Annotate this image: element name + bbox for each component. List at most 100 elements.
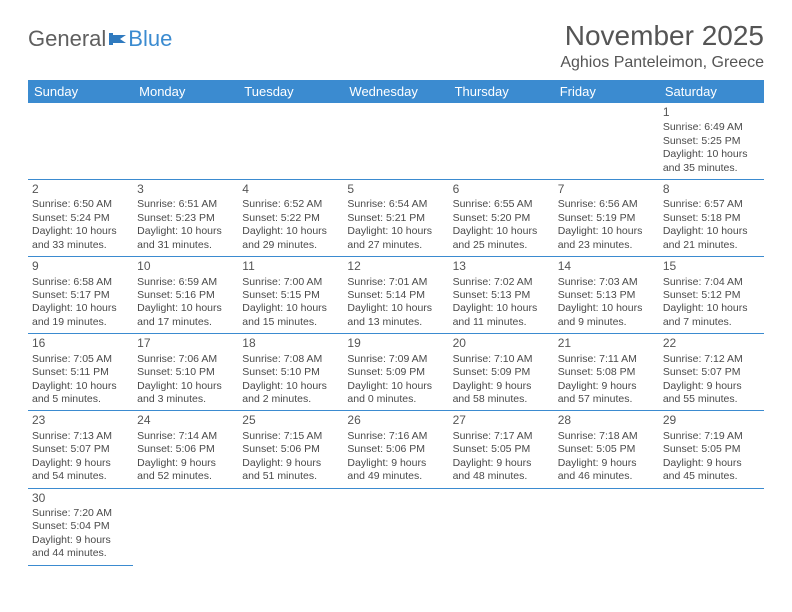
sunset-text: Sunset: 5:22 PM	[242, 212, 339, 225]
calendar-cell: 30Sunrise: 7:20 AMSunset: 5:04 PMDayligh…	[28, 488, 133, 565]
daylight-text: Daylight: 9 hours	[663, 457, 760, 470]
daylight-text: Daylight: 10 hours	[32, 302, 129, 315]
daylight-text: and 7 minutes.	[663, 316, 760, 329]
sunset-text: Sunset: 5:04 PM	[32, 520, 129, 533]
daylight-text: and 2 minutes.	[242, 393, 339, 406]
daylight-text: Daylight: 10 hours	[242, 380, 339, 393]
calendar-cell: 20Sunrise: 7:10 AMSunset: 5:09 PMDayligh…	[449, 334, 554, 411]
calendar-cell: 17Sunrise: 7:06 AMSunset: 5:10 PMDayligh…	[133, 334, 238, 411]
sunset-text: Sunset: 5:16 PM	[137, 289, 234, 302]
sunrise-text: Sunrise: 6:57 AM	[663, 198, 760, 211]
daylight-text: Daylight: 9 hours	[137, 457, 234, 470]
calendar-cell: 7Sunrise: 6:56 AMSunset: 5:19 PMDaylight…	[554, 180, 659, 257]
daylight-text: and 23 minutes.	[558, 239, 655, 252]
daylight-text: Daylight: 9 hours	[242, 457, 339, 470]
sunrise-text: Sunrise: 6:58 AM	[32, 276, 129, 289]
day-header: Saturday	[659, 80, 764, 103]
calendar-body: 1Sunrise: 6:49 AMSunset: 5:25 PMDaylight…	[28, 103, 764, 565]
calendar-cell: 21Sunrise: 7:11 AMSunset: 5:08 PMDayligh…	[554, 334, 659, 411]
sunrise-text: Sunrise: 7:00 AM	[242, 276, 339, 289]
day-number: 8	[663, 182, 760, 197]
calendar-cell-empty	[133, 103, 238, 180]
sunset-text: Sunset: 5:05 PM	[453, 443, 550, 456]
day-number: 23	[32, 413, 129, 428]
sunset-text: Sunset: 5:18 PM	[663, 212, 760, 225]
calendar-cell: 27Sunrise: 7:17 AMSunset: 5:05 PMDayligh…	[449, 411, 554, 488]
daylight-text: Daylight: 10 hours	[558, 225, 655, 238]
calendar-cell: 12Sunrise: 7:01 AMSunset: 5:14 PMDayligh…	[343, 257, 448, 334]
daylight-text: Daylight: 10 hours	[242, 225, 339, 238]
page-title: November 2025	[560, 20, 764, 52]
daylight-text: and 35 minutes.	[663, 162, 760, 175]
day-number: 25	[242, 413, 339, 428]
sunrise-text: Sunrise: 6:52 AM	[242, 198, 339, 211]
daylight-text: and 33 minutes.	[32, 239, 129, 252]
calendar-page: General Blue November 2025 Aghios Pantel…	[0, 0, 792, 566]
day-number: 30	[32, 491, 129, 506]
day-number: 11	[242, 259, 339, 274]
calendar-cell: 10Sunrise: 6:59 AMSunset: 5:16 PMDayligh…	[133, 257, 238, 334]
calendar-cell: 13Sunrise: 7:02 AMSunset: 5:13 PMDayligh…	[449, 257, 554, 334]
calendar-cell: 11Sunrise: 7:00 AMSunset: 5:15 PMDayligh…	[238, 257, 343, 334]
calendar-table: SundayMondayTuesdayWednesdayThursdayFrid…	[28, 80, 764, 566]
calendar-cell: 29Sunrise: 7:19 AMSunset: 5:05 PMDayligh…	[659, 411, 764, 488]
day-number: 12	[347, 259, 444, 274]
sunset-text: Sunset: 5:06 PM	[242, 443, 339, 456]
daylight-text: Daylight: 10 hours	[663, 148, 760, 161]
sunrise-text: Sunrise: 7:01 AM	[347, 276, 444, 289]
calendar-cell: 5Sunrise: 6:54 AMSunset: 5:21 PMDaylight…	[343, 180, 448, 257]
day-number: 16	[32, 336, 129, 351]
sunset-text: Sunset: 5:21 PM	[347, 212, 444, 225]
calendar-cell-empty	[343, 488, 448, 565]
sunrise-text: Sunrise: 6:51 AM	[137, 198, 234, 211]
daylight-text: and 44 minutes.	[32, 547, 129, 560]
day-number: 9	[32, 259, 129, 274]
daylight-text: Daylight: 9 hours	[663, 380, 760, 393]
sunset-text: Sunset: 5:09 PM	[453, 366, 550, 379]
day-number: 17	[137, 336, 234, 351]
calendar-cell-empty	[238, 103, 343, 180]
day-number: 10	[137, 259, 234, 274]
daylight-text: and 19 minutes.	[32, 316, 129, 329]
daylight-text: and 3 minutes.	[137, 393, 234, 406]
logo-text-1: General	[28, 26, 106, 52]
daylight-text: Daylight: 10 hours	[453, 225, 550, 238]
daylight-text: Daylight: 9 hours	[453, 457, 550, 470]
calendar-cell: 24Sunrise: 7:14 AMSunset: 5:06 PMDayligh…	[133, 411, 238, 488]
day-number: 4	[242, 182, 339, 197]
calendar-cell: 6Sunrise: 6:55 AMSunset: 5:20 PMDaylight…	[449, 180, 554, 257]
calendar-cell: 23Sunrise: 7:13 AMSunset: 5:07 PMDayligh…	[28, 411, 133, 488]
day-number: 15	[663, 259, 760, 274]
calendar-row: 30Sunrise: 7:20 AMSunset: 5:04 PMDayligh…	[28, 488, 764, 565]
daylight-text: Daylight: 10 hours	[347, 302, 444, 315]
day-number: 7	[558, 182, 655, 197]
day-number: 21	[558, 336, 655, 351]
calendar-cell-empty	[133, 488, 238, 565]
sunset-text: Sunset: 5:10 PM	[242, 366, 339, 379]
sunrise-text: Sunrise: 7:19 AM	[663, 430, 760, 443]
day-number: 26	[347, 413, 444, 428]
sunset-text: Sunset: 5:13 PM	[558, 289, 655, 302]
day-header: Thursday	[449, 80, 554, 103]
sunrise-text: Sunrise: 7:02 AM	[453, 276, 550, 289]
daylight-text: Daylight: 9 hours	[32, 457, 129, 470]
sunrise-text: Sunrise: 6:55 AM	[453, 198, 550, 211]
calendar-row: 2Sunrise: 6:50 AMSunset: 5:24 PMDaylight…	[28, 180, 764, 257]
sunrise-text: Sunrise: 7:14 AM	[137, 430, 234, 443]
calendar-cell: 26Sunrise: 7:16 AMSunset: 5:06 PMDayligh…	[343, 411, 448, 488]
sunset-text: Sunset: 5:06 PM	[347, 443, 444, 456]
calendar-cell-empty	[554, 103, 659, 180]
calendar-row: 16Sunrise: 7:05 AMSunset: 5:11 PMDayligh…	[28, 334, 764, 411]
daylight-text: and 55 minutes.	[663, 393, 760, 406]
sunset-text: Sunset: 5:11 PM	[32, 366, 129, 379]
day-number: 28	[558, 413, 655, 428]
day-number: 6	[453, 182, 550, 197]
daylight-text: and 9 minutes.	[558, 316, 655, 329]
sunrise-text: Sunrise: 7:12 AM	[663, 353, 760, 366]
day-header: Sunday	[28, 80, 133, 103]
sunset-text: Sunset: 5:19 PM	[558, 212, 655, 225]
sunrise-text: Sunrise: 7:20 AM	[32, 507, 129, 520]
daylight-text: and 45 minutes.	[663, 470, 760, 483]
day-number: 18	[242, 336, 339, 351]
calendar-cell: 2Sunrise: 6:50 AMSunset: 5:24 PMDaylight…	[28, 180, 133, 257]
